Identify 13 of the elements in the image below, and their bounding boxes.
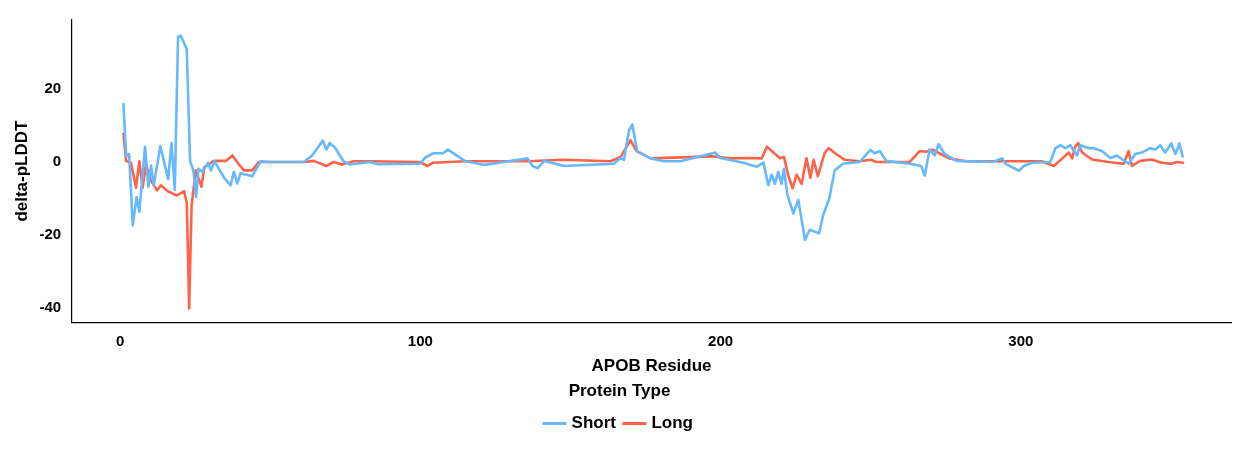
x-tick-label: 0	[115, 332, 125, 350]
y-tick-label: 0	[52, 152, 62, 170]
legend-title: Protein Type	[568, 380, 671, 400]
y-tick-label: -40	[39, 297, 62, 315]
y-tick-label: 20	[44, 79, 62, 97]
legend-label: Long	[651, 413, 693, 433]
x-tick-label: 300	[1008, 332, 1034, 350]
legend-label: Short	[571, 413, 617, 433]
x-axis-title: APOB Residue	[591, 356, 712, 376]
y-axis-title: delta-pLDDT	[11, 119, 31, 222]
y-tick-label: -20	[39, 224, 62, 242]
x-tick-label: 100	[407, 332, 433, 350]
x-tick-label: 200	[708, 332, 734, 350]
